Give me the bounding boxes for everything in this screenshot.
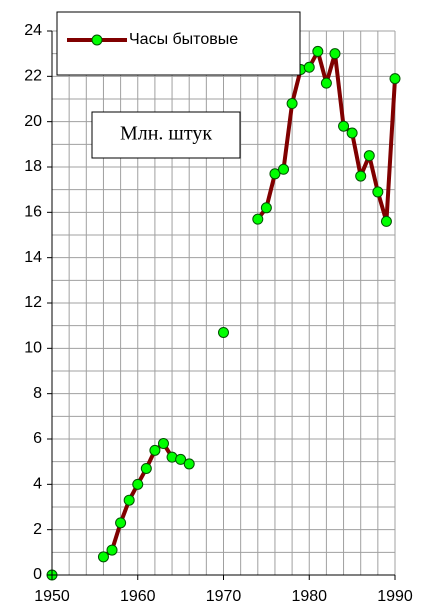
marker (115, 517, 127, 529)
y-tick-label: 8 (33, 385, 42, 402)
marker (175, 453, 187, 465)
marker (183, 458, 195, 470)
y-tick-label: 24 (24, 22, 42, 39)
marker (338, 120, 350, 132)
marker (363, 150, 375, 162)
marker (252, 213, 264, 225)
y-tick-label: 20 (24, 113, 42, 130)
marker (380, 215, 392, 227)
y-tick-label: 0 (33, 566, 42, 583)
marker (106, 544, 118, 556)
marker (157, 438, 169, 450)
y-tick-label: 12 (24, 294, 42, 311)
marker (218, 326, 229, 338)
marker (123, 494, 135, 506)
marker (97, 551, 109, 563)
y-tick-label: 22 (24, 68, 42, 85)
marker (149, 444, 161, 456)
marker (389, 73, 401, 85)
marker (312, 45, 324, 57)
y-tick-label: 16 (24, 204, 42, 221)
marker (329, 48, 341, 60)
y-tick-label: 10 (24, 340, 42, 357)
marker (355, 170, 367, 182)
y-tick-label: 14 (24, 249, 42, 266)
marker (260, 202, 272, 214)
x-tick-label: 1950 (34, 588, 70, 605)
marker (132, 478, 144, 490)
x-tick-label: 1960 (120, 588, 156, 605)
legend-label: Часы бытовые (129, 31, 238, 48)
y-tick-label: 6 (33, 430, 42, 447)
legend-marker (91, 34, 103, 46)
marker (140, 462, 152, 474)
y-tick-label: 18 (24, 158, 42, 175)
x-tick-label: 1970 (206, 588, 242, 605)
marker (278, 163, 290, 175)
y-tick-label: 2 (33, 521, 42, 538)
annotation: Млн. штук (120, 123, 212, 145)
x-tick-label: 1980 (291, 588, 327, 605)
marker (303, 61, 315, 73)
y-tick-label: 4 (33, 476, 42, 493)
marker (269, 168, 281, 180)
annotation-box (91, 111, 241, 159)
marker (372, 186, 384, 198)
marker (286, 98, 298, 110)
marker (320, 77, 332, 89)
marker (346, 127, 358, 139)
x-tick-label: 1990 (377, 588, 413, 605)
